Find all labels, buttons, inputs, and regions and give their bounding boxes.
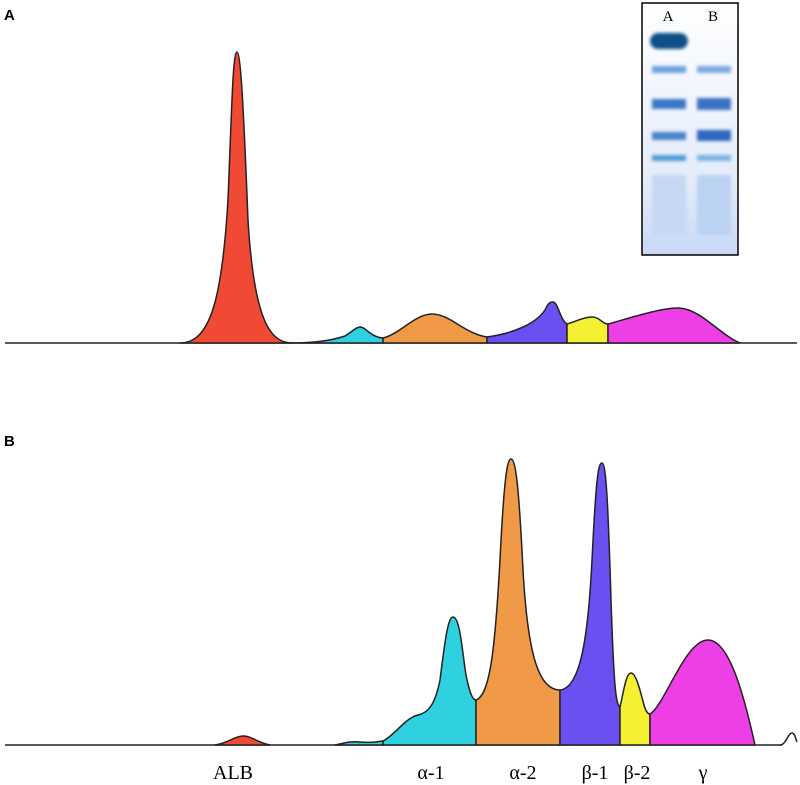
fraction-label: ALB — [213, 762, 253, 784]
fraction-label: α-1 — [417, 762, 444, 784]
trace-a — [5, 51, 797, 344]
fraction-label: γ — [698, 762, 708, 784]
trace-b — [5, 458, 798, 746]
fraction-label: β-2 — [624, 762, 651, 784]
fraction-label: α-2 — [509, 762, 536, 784]
fraction-label: β-1 — [582, 762, 609, 784]
panel-label: A — [4, 7, 15, 24]
gel-inset: A B — [641, 2, 739, 256]
lane-label: B — [708, 9, 718, 25]
lane-label: A — [663, 9, 674, 25]
panel-label: B — [4, 433, 15, 450]
